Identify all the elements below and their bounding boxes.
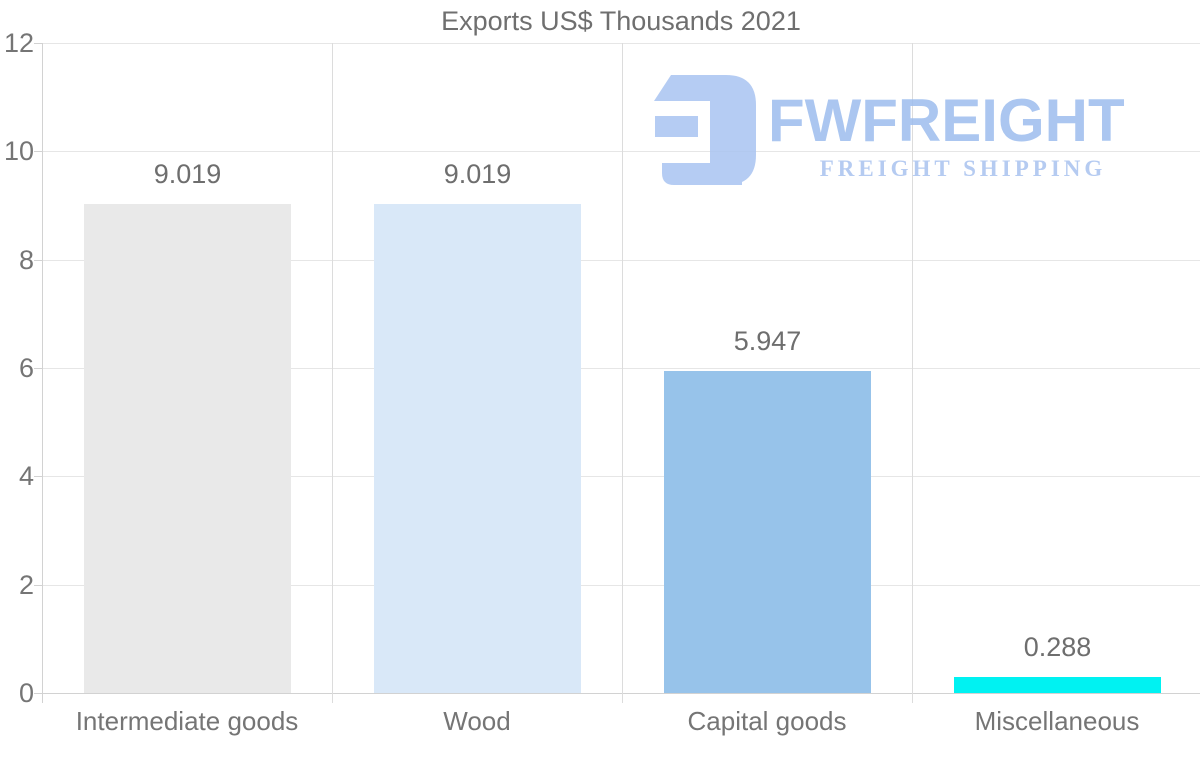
gridline-vertical — [622, 43, 623, 703]
category-label: Wood — [443, 706, 511, 736]
bar-value-label: 5.947 — [733, 326, 802, 356]
y-tick-label: 2 — [18, 570, 34, 600]
watermark-brand-text: FWFREIGHT — [768, 87, 1125, 154]
fwfreight-logo-icon — [654, 75, 756, 185]
gridline-horizontal — [42, 476, 1200, 477]
y-tick-label: 6 — [18, 353, 34, 383]
y-tick-label: 0 — [18, 678, 34, 708]
y-axis-tick-mark — [34, 43, 42, 44]
gridline-horizontal — [42, 585, 1200, 586]
bar-capital-goods[interactable] — [664, 371, 871, 693]
bar-value-label: 0.288 — [1023, 632, 1092, 662]
bar-intermediate-goods[interactable] — [84, 204, 291, 693]
y-axis-tick-mark — [34, 476, 42, 477]
category-label: Intermediate goods — [75, 706, 299, 736]
y-axis-tick-mark — [34, 585, 42, 586]
y-tick-label: 10 — [3, 136, 34, 166]
bar-value-label: 9.019 — [153, 159, 222, 189]
gridline-horizontal — [42, 151, 1200, 152]
y-axis-line — [42, 43, 43, 703]
gridline-horizontal — [42, 260, 1200, 261]
y-axis-tick-mark — [34, 260, 42, 261]
watermark-tagline-text: FREIGHT SHIPPING — [819, 156, 1107, 181]
bar-wood[interactable] — [374, 204, 581, 693]
gridline-vertical — [332, 43, 333, 703]
gridline-horizontal — [42, 368, 1200, 369]
gridline-vertical — [912, 43, 913, 703]
bar-value-label: 9.019 — [443, 159, 512, 189]
category-label: Miscellaneous — [974, 706, 1140, 736]
x-axis-baseline — [42, 693, 1200, 694]
bar-miscellaneous[interactable] — [954, 677, 1161, 693]
y-tick-label: 8 — [18, 245, 34, 275]
chart-title: Exports US$ Thousands 2021 — [441, 6, 801, 36]
gridline-horizontal — [42, 43, 1200, 44]
y-tick-label: 12 — [3, 28, 34, 58]
category-label: Capital goods — [687, 706, 847, 736]
y-axis-tick-mark — [34, 151, 42, 152]
watermark-logo: FWFREIGHT FREIGHT SHIPPING — [648, 73, 1158, 188]
y-tick-label: 4 — [18, 461, 34, 491]
y-axis-tick-mark — [34, 368, 42, 369]
y-axis-tick-mark — [34, 693, 42, 694]
